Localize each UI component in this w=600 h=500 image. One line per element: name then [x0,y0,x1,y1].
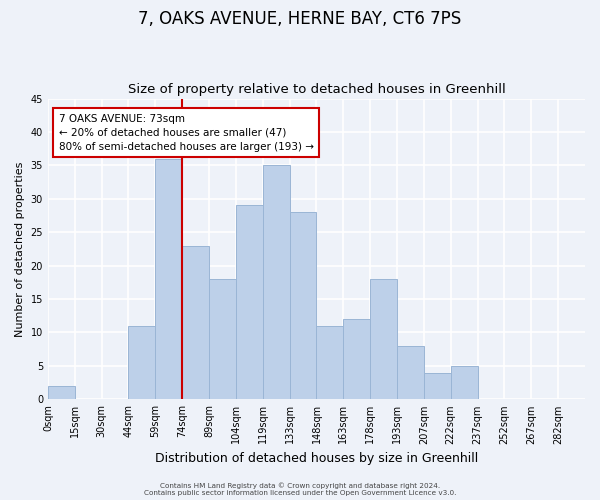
Bar [397,346,424,400]
Bar [48,386,75,400]
Title: Size of property relative to detached houses in Greenhill: Size of property relative to detached ho… [128,83,505,96]
Text: 7 OAKS AVENUE: 73sqm
← 20% of detached houses are smaller (47)
80% of semi-detac: 7 OAKS AVENUE: 73sqm ← 20% of detached h… [59,114,314,152]
Bar [155,158,182,400]
Bar [316,326,343,400]
Bar [424,372,451,400]
Text: Contains public sector information licensed under the Open Government Licence v3: Contains public sector information licen… [144,490,456,496]
Bar [263,166,290,400]
Bar [182,246,209,400]
X-axis label: Distribution of detached houses by size in Greenhill: Distribution of detached houses by size … [155,452,478,465]
Bar [290,212,316,400]
Bar [128,326,155,400]
Bar [451,366,478,400]
Bar [236,206,263,400]
Bar [370,279,397,400]
Text: 7, OAKS AVENUE, HERNE BAY, CT6 7PS: 7, OAKS AVENUE, HERNE BAY, CT6 7PS [139,10,461,28]
Text: Contains HM Land Registry data © Crown copyright and database right 2024.: Contains HM Land Registry data © Crown c… [160,482,440,489]
Bar [343,319,370,400]
Bar [209,279,236,400]
Y-axis label: Number of detached properties: Number of detached properties [15,161,25,336]
